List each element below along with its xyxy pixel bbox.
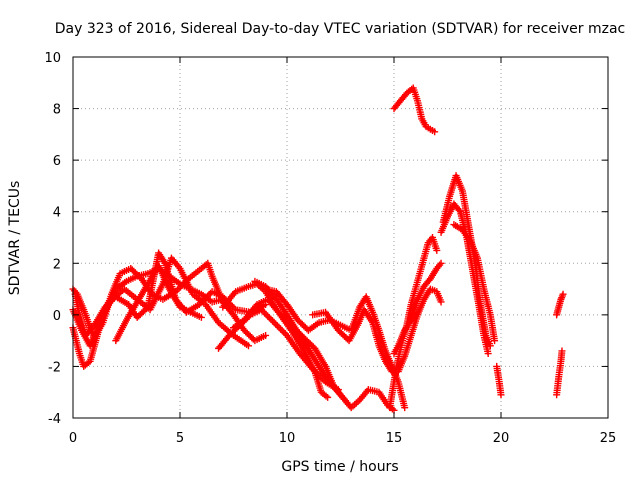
data-point (309, 365, 317, 373)
data-point (310, 367, 318, 375)
chart-title: Day 323 of 2016, Sidereal Day-to-day VTE… (55, 21, 625, 37)
data-point (272, 320, 280, 328)
series-track-11 (309, 306, 396, 376)
series-track-17 (450, 221, 499, 345)
x-tick-label: 0 (69, 431, 77, 446)
x-axis-label: GPS time / hours (281, 459, 398, 475)
data-point (315, 371, 323, 379)
data-point (324, 393, 332, 401)
data-point (317, 373, 325, 381)
data-point (342, 397, 350, 405)
series-track-20 (553, 347, 566, 399)
data-point (273, 322, 281, 330)
data-point (203, 292, 211, 300)
data-point (198, 297, 206, 305)
series-track-8 (251, 277, 351, 407)
y-axis-label: SDTVAR / TECUs (7, 181, 23, 296)
x-tick-label: 20 (493, 431, 510, 446)
data-point (559, 290, 567, 298)
data-point (202, 294, 210, 302)
data-point (491, 337, 499, 345)
data-point (277, 325, 285, 333)
series-track-18 (390, 84, 439, 136)
data-point (230, 304, 238, 312)
data-point (322, 392, 330, 400)
data-point (431, 128, 439, 136)
data-point (278, 327, 286, 335)
data-point (312, 368, 320, 376)
y-tick-label: 8 (53, 103, 61, 118)
y-tick-label: 4 (53, 206, 61, 221)
data-point (259, 307, 267, 315)
data-point (175, 284, 183, 292)
data-point (313, 370, 321, 378)
data-point (270, 319, 278, 327)
data-point (245, 312, 253, 320)
x-tick-label: 15 (386, 431, 403, 446)
data-point (228, 302, 236, 310)
data-point (275, 323, 283, 331)
data-point (262, 331, 270, 339)
data-point (343, 399, 351, 407)
y-tick-label: -2 (48, 360, 61, 375)
data-point (262, 311, 270, 319)
data-point (497, 391, 505, 399)
plot-frame (72, 56, 609, 419)
data-points-layer (69, 84, 567, 414)
data-point (219, 293, 227, 301)
y-tick-label: 10 (44, 51, 61, 66)
series-track-9 (215, 306, 342, 394)
series-track-21 (553, 290, 567, 319)
data-point (195, 301, 203, 309)
data-point (200, 296, 208, 304)
data-point (264, 312, 272, 320)
grid-lines (73, 57, 608, 418)
data-point (227, 301, 235, 309)
y-tick-label: -4 (48, 412, 61, 427)
data-point (558, 347, 566, 355)
y-tick-label: 2 (53, 257, 61, 272)
data-point (205, 291, 213, 299)
y-tick-label: 6 (53, 154, 61, 169)
data-point (318, 375, 326, 383)
series-track-13 (390, 259, 445, 358)
data-point (257, 306, 265, 314)
data-point (280, 328, 288, 336)
series-track-16 (437, 200, 492, 358)
series-track-19 (493, 362, 505, 399)
data-point (486, 342, 494, 350)
data-point (455, 206, 463, 214)
data-point (265, 314, 273, 322)
series-track-15 (439, 172, 494, 350)
data-point (177, 283, 185, 291)
series-track-14 (394, 285, 445, 376)
data-point (197, 313, 205, 321)
x-tick-label: 5 (176, 431, 184, 446)
data-point (334, 386, 342, 394)
y-tick-label: 0 (53, 309, 61, 324)
data-point (437, 259, 445, 267)
data-point (267, 315, 275, 323)
x-tick-label: 10 (279, 431, 296, 446)
data-point (178, 281, 186, 289)
data-point (437, 298, 445, 306)
data-point (269, 317, 277, 325)
axis-ticks: 0 5 10 15 20 25 -4 -2 0 2 4 6 8 10 (44, 51, 616, 446)
x-tick-label: 25 (600, 431, 617, 446)
data-point (142, 305, 150, 313)
data-point (197, 299, 205, 307)
data-point (484, 350, 492, 358)
series-track-5 (112, 262, 205, 345)
data-point (401, 404, 409, 412)
data-point (244, 342, 252, 350)
data-point (433, 246, 441, 254)
data-point (261, 309, 269, 317)
